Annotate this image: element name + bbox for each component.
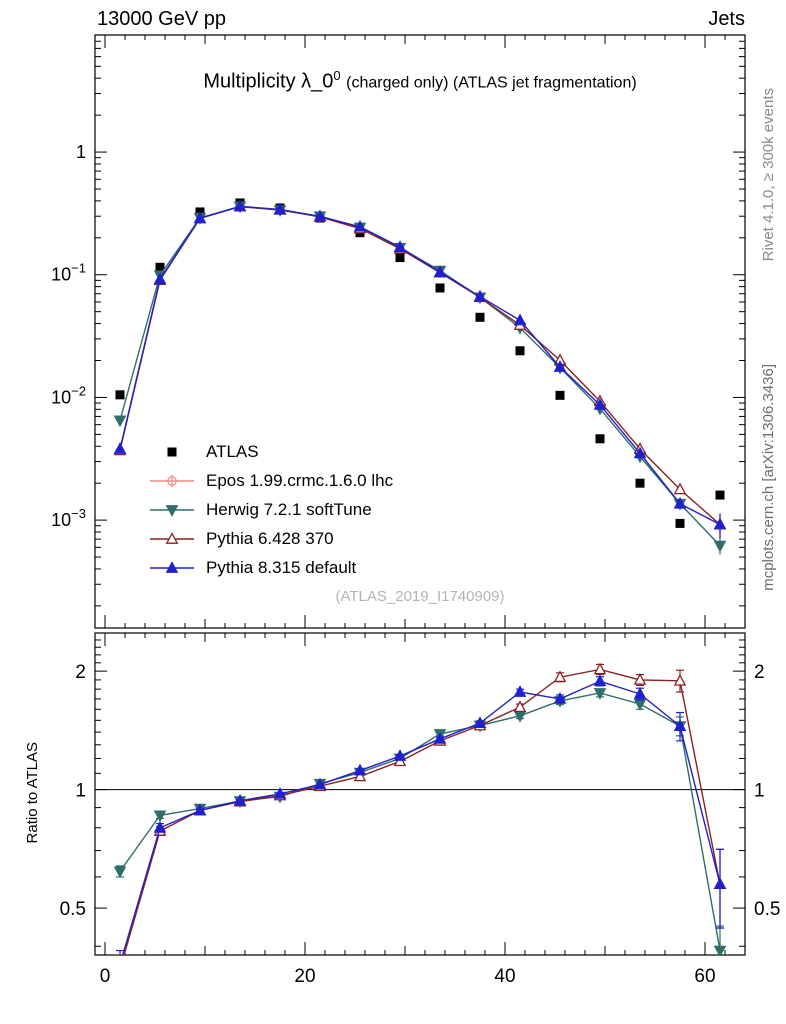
svg-text:40: 40 (494, 966, 515, 987)
beam-energy-label: 13000 GeV pp (97, 8, 226, 30)
svg-text:10−2: 10−2 (51, 383, 86, 407)
ratio-axis-label-wrap: Ratio to ATLAS (22, 698, 42, 888)
legend-label: Epos 1.99.crmc.1.6.0 lhc (206, 470, 394, 490)
ratio-axis-label: Ratio to ATLAS (23, 742, 41, 844)
svg-text:60: 60 (694, 966, 715, 987)
legend-label: Pythia 8.315 default (206, 557, 357, 577)
svg-text:2: 2 (75, 662, 86, 683)
circle-plus-legend-marker-icon (150, 474, 194, 487)
title-qualifier: (charged only) (ATLAS jet fragmentation) (346, 74, 637, 92)
mcplots-credit-label: mcplots.cern.ch [arXiv:1306.3436] (759, 363, 777, 591)
square-legend-marker-icon (167, 447, 177, 456)
title-main: Multiplicity λ_0 (203, 70, 334, 93)
legend-item: Pythia 8.315 default (148, 553, 393, 582)
svg-text:10−1: 10−1 (51, 261, 86, 285)
title-superscript: 0 (333, 68, 341, 83)
rivet-sidebar: Rivet 4.1.0, ≥ 300k events (758, 35, 778, 315)
legend-item: Epos 1.99.crmc.1.6.0 lhc (148, 466, 393, 495)
process-label: Jets (708, 8, 745, 30)
svg-text:0.5: 0.5 (754, 899, 780, 920)
legend-item: Pythia 6.428 370 (148, 524, 393, 553)
plot-title: Multiplicity λ_00 (charged only) (ATLAS … (95, 68, 745, 94)
legend-item: ATLAS (148, 437, 393, 466)
svg-text:2: 2 (754, 662, 765, 683)
mcplots-sidebar: mcplots.cern.ch [arXiv:1306.3436] (758, 318, 778, 636)
svg-text:1: 1 (754, 781, 765, 802)
svg-text:20: 20 (294, 966, 315, 987)
analysis-id-watermark: (ATLAS_2019_I1740909) (335, 588, 505, 605)
legend: ATLAS Epos 1.99.crmc.1.6.0 lhc Herwig 7.2.… (148, 437, 393, 582)
svg-text:0.5: 0.5 (60, 899, 86, 920)
legend-item: Herwig 7.2.1 softTune (148, 495, 393, 524)
svg-text:1: 1 (76, 142, 86, 162)
triangle-up-legend-marker-icon (150, 531, 194, 544)
rivet-version-label: Rivet 4.1.0, ≥ 300k events (759, 88, 777, 262)
svg-text:0: 0 (100, 966, 111, 987)
legend-label: Pythia 6.428 370 (206, 528, 334, 548)
triangle-up-legend-marker-icon (150, 560, 194, 573)
legend-label: Herwig 7.2.1 softTune (206, 499, 372, 519)
legend-label: ATLAS (206, 441, 259, 461)
svg-text:10−3: 10−3 (51, 506, 86, 530)
triangle-down-legend-marker-icon (150, 504, 194, 517)
svg-text:1: 1 (75, 781, 86, 802)
